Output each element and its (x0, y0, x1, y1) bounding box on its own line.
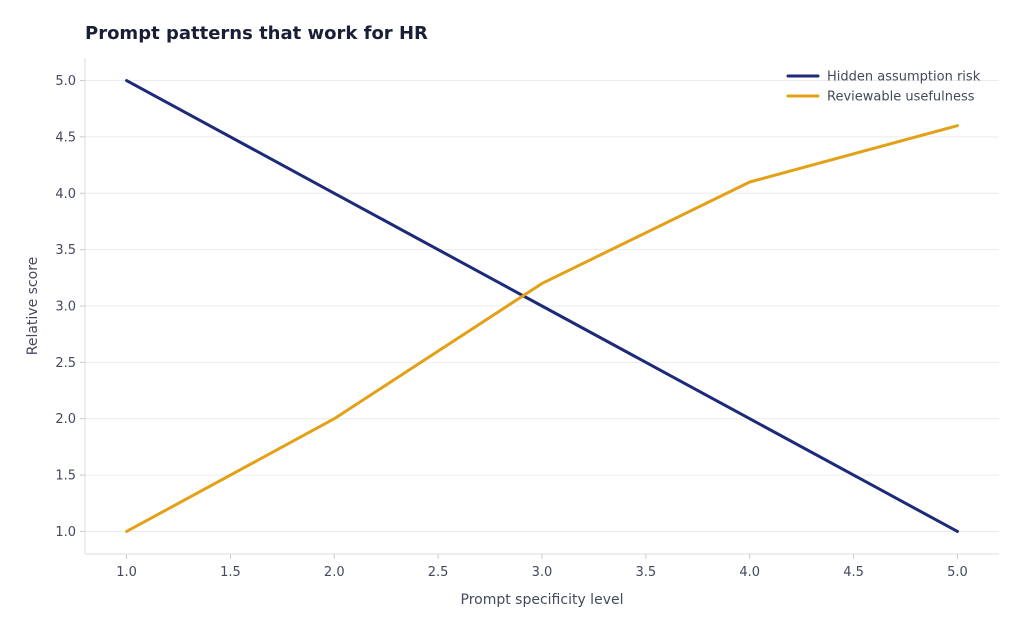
x-ticks: 1.0 1.5 2.0 2.5 3.0 3.5 4.0 4.5 5.0 (116, 554, 968, 580)
x-tick-label: 4.0 (739, 565, 760, 580)
x-axis-label: Prompt specificity level (461, 592, 624, 608)
y-tick-label: 2.5 (55, 356, 76, 371)
y-axis-label: Relative score (25, 257, 41, 356)
x-tick-label: 3.5 (636, 565, 657, 580)
y-tick-label: 1.5 (55, 469, 76, 484)
series-lines (125, 79, 959, 533)
x-tick-label: 2.5 (428, 565, 449, 580)
chart-title: Prompt patterns that work for HR (85, 23, 428, 44)
y-tick-label: 4.0 (55, 187, 76, 202)
x-tick-label: 1.5 (220, 565, 241, 580)
y-ticks: 1.0 1.5 2.0 2.5 3.0 3.5 4.0 4.5 5.0 (55, 74, 85, 540)
y-tick-label: 3.0 (55, 300, 76, 315)
legend: Hidden assumption risk Reviewable usefuln… (786, 70, 981, 105)
series-line-1 (125, 79, 959, 533)
y-tick-label: 1.0 (55, 525, 76, 540)
series-line-2 (125, 124, 959, 533)
x-tick-label: 2.0 (324, 565, 345, 580)
legend-label-1: Hidden assumption risk (827, 70, 981, 85)
y-tick-label: 5.0 (55, 74, 76, 89)
x-tick-label: 4.5 (843, 565, 864, 580)
y-tick-label: 2.0 (55, 412, 76, 427)
x-tick-label: 1.0 (116, 565, 137, 580)
y-tick-label: 4.5 (55, 130, 76, 145)
legend-label-2: Reviewable usefulness (827, 90, 975, 105)
x-tick-label: 3.0 (532, 565, 553, 580)
x-tick-label: 5.0 (947, 565, 968, 580)
y-tick-label: 3.5 (55, 243, 76, 258)
